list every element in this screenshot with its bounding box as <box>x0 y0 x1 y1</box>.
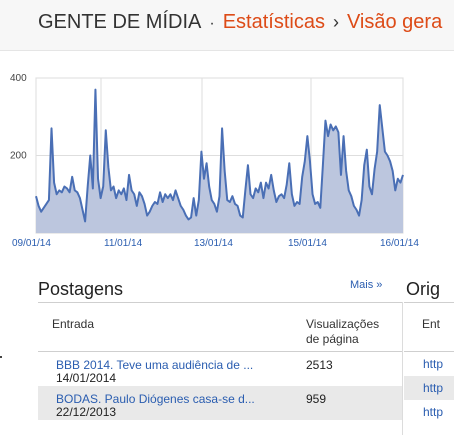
post-link[interactable]: BBB 2014. Teve uma audiência de ... <box>56 358 254 372</box>
blog-name[interactable]: GENTE DE MÍDIA <box>38 11 202 33</box>
x-tick-label: 15/01/14 <box>288 238 327 249</box>
post-date: 22/12/2013 <box>56 405 117 419</box>
chart-x-ticks: 09/01/14 11/01/14 13/01/14 15/01/14 16/01/14 <box>12 238 419 249</box>
x-tick-label: 11/01/14 <box>104 238 143 249</box>
chart-y-ticks: 400 200 <box>10 73 27 162</box>
post-link[interactable]: BODAS. Paulo Diógenes casa-se d... <box>56 392 255 406</box>
y-tick-label: 200 <box>10 151 27 162</box>
x-tick-label: 13/01/14 <box>194 238 233 249</box>
breadcrumb-header: GENTE DE MÍDIA · Estatísticas › Visão gera <box>0 0 454 51</box>
table-row: BODAS. Paulo Diógenes casa-se d... 22/12… <box>38 386 402 420</box>
column-divider <box>402 302 403 435</box>
column-views: Visualizações de página <box>306 317 379 347</box>
breadcrumb: GENTE DE MÍDIA · Estatísticas › Visão gera <box>38 9 442 37</box>
breadcrumb-stats[interactable]: Estatísticas <box>222 11 325 33</box>
origin-link[interactable]: http <box>423 405 444 419</box>
breadcrumb-separator-dot: · <box>209 15 215 32</box>
origins-table: Ent http http http <box>404 302 454 424</box>
origin-row: http <box>404 352 454 376</box>
posts-title: Postagens <box>38 279 124 299</box>
post-views: 959 <box>306 392 327 406</box>
y-tick-label: 400 <box>10 73 27 84</box>
origin-row: http <box>404 400 454 424</box>
column-views-line2: de página <box>306 332 359 346</box>
post-date: 14/01/2014 <box>56 371 117 385</box>
column-views-line1: Visualizações <box>306 317 380 331</box>
decorative-dot <box>0 356 2 358</box>
x-tick-label: 16/01/14 <box>380 238 419 249</box>
chart-series-line <box>35 88 404 223</box>
more-link[interactable]: Mais » <box>350 279 383 291</box>
origin-link[interactable]: http <box>423 381 444 395</box>
origin-link[interactable]: http <box>423 357 444 371</box>
column-entry: Entrada <box>52 317 95 331</box>
post-views: 2513 <box>306 358 333 372</box>
pageviews-chart: 400 200 09/01/14 11/01/14 13/01/14 15/01/14 1… <box>10 73 419 249</box>
posts-table: Entrada Visualizações de página BBB 2014… <box>38 302 402 420</box>
x-tick-label: 09/01/14 <box>12 238 51 249</box>
breadcrumb-separator-arrow: › <box>332 12 339 32</box>
origins-table-header: Ent <box>404 302 454 352</box>
breadcrumb-overview: Visão gera <box>346 11 443 33</box>
origin-row: http <box>404 376 454 400</box>
origins-title: Orig <box>406 279 441 299</box>
origins-column-entry: Ent <box>422 317 441 331</box>
posts-table-header: Entrada Visualizações de página <box>38 302 402 352</box>
table-row: BBB 2014. Teve uma audiência de ... 14/0… <box>38 352 402 386</box>
